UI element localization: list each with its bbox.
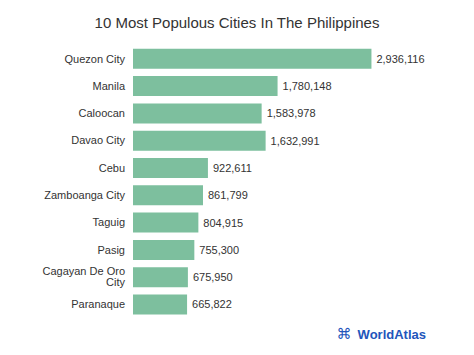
svg-text:804,915: 804,915 bbox=[203, 217, 243, 229]
svg-text:Quezon City: Quezon City bbox=[64, 53, 125, 65]
svg-text:755,300: 755,300 bbox=[199, 244, 239, 256]
svg-text:665,822: 665,822 bbox=[192, 298, 232, 310]
svg-text:1,632,991: 1,632,991 bbox=[271, 135, 320, 147]
svg-text:Cebu: Cebu bbox=[99, 162, 125, 174]
html-text:10 Most Populous Cities In The: 10 Most Populous Cities In The Philippin… bbox=[94, 14, 380, 31]
html-text:⌘ WorldAtlas: ⌘ WorldAtlas bbox=[336, 325, 426, 342]
svg-text:675,950: 675,950 bbox=[193, 271, 233, 283]
svg-text:2,936,116: 2,936,116 bbox=[376, 53, 424, 65]
svg-text:922,611: 922,611 bbox=[213, 162, 252, 174]
svg-text:1,780,148: 1,780,148 bbox=[283, 80, 332, 92]
svg-text:1,583,978: 1,583,978 bbox=[267, 107, 316, 119]
svg-text:Paranaque: Paranaque bbox=[71, 298, 125, 310]
svg-text:Caloocan: Caloocan bbox=[79, 107, 125, 119]
svg-text:Pasig: Pasig bbox=[97, 244, 125, 256]
svg-text:Taguig: Taguig bbox=[93, 216, 125, 228]
svg-text:Davao City: Davao City bbox=[71, 134, 125, 146]
svg-text:861,799: 861,799 bbox=[208, 189, 248, 201]
svg-text:Cagayan De OroCity: Cagayan De OroCity bbox=[42, 265, 125, 288]
svg-text:Manila: Manila bbox=[93, 80, 126, 92]
svg-text:Zamboanga City: Zamboanga City bbox=[44, 189, 125, 201]
